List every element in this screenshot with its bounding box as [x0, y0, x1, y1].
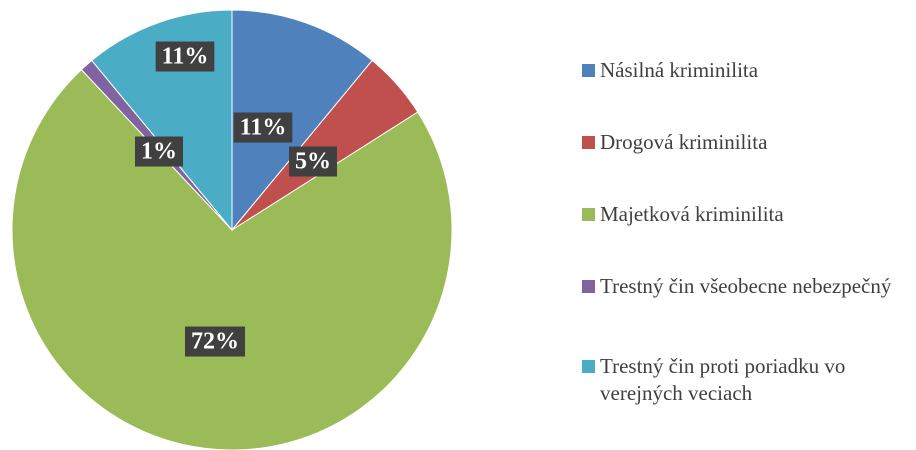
value-label-bg — [289, 146, 337, 177]
legend-item: Násilná kriminilita — [580, 57, 910, 84]
value-label-bg — [155, 41, 215, 72]
value-label: 72% — [191, 329, 239, 355]
value-label: 5% — [295, 149, 331, 175]
legend-item: Majetková kriminilita — [580, 201, 910, 228]
legend-item: Trestný čin všeobecne nebezpečný — [580, 273, 910, 300]
legend-label: Trestný čin všeobecne nebezpečný — [600, 274, 892, 298]
pie-area: 11% 5% 72% 1% 11% — [11, 9, 453, 450]
value-label-bg — [185, 326, 245, 357]
legend-label: Majetková kriminilita — [600, 202, 784, 226]
legend-swatch — [582, 208, 595, 221]
legend-label: Trestný čin proti poriadku vo verejných … — [600, 354, 846, 405]
legend-item: Drogová kriminilita — [580, 129, 910, 156]
legend-label: Drogová kriminilita — [600, 130, 768, 154]
legend-item: Trestný čin proti poriadku vo verejných … — [580, 353, 910, 407]
legend-swatch — [582, 360, 595, 373]
legend-swatch — [582, 64, 595, 77]
legend-swatch — [582, 280, 595, 293]
value-label: 1% — [141, 139, 177, 165]
value-label: 11% — [240, 115, 287, 141]
value-label-bg — [233, 112, 293, 143]
pie-slice — [231, 9, 373, 232]
value-label: 11% — [162, 44, 209, 70]
legend-label: Násilná kriminilita — [600, 58, 759, 82]
pie-slice — [11, 68, 453, 450]
value-label-bg — [135, 136, 183, 167]
legend-swatch — [582, 136, 595, 149]
